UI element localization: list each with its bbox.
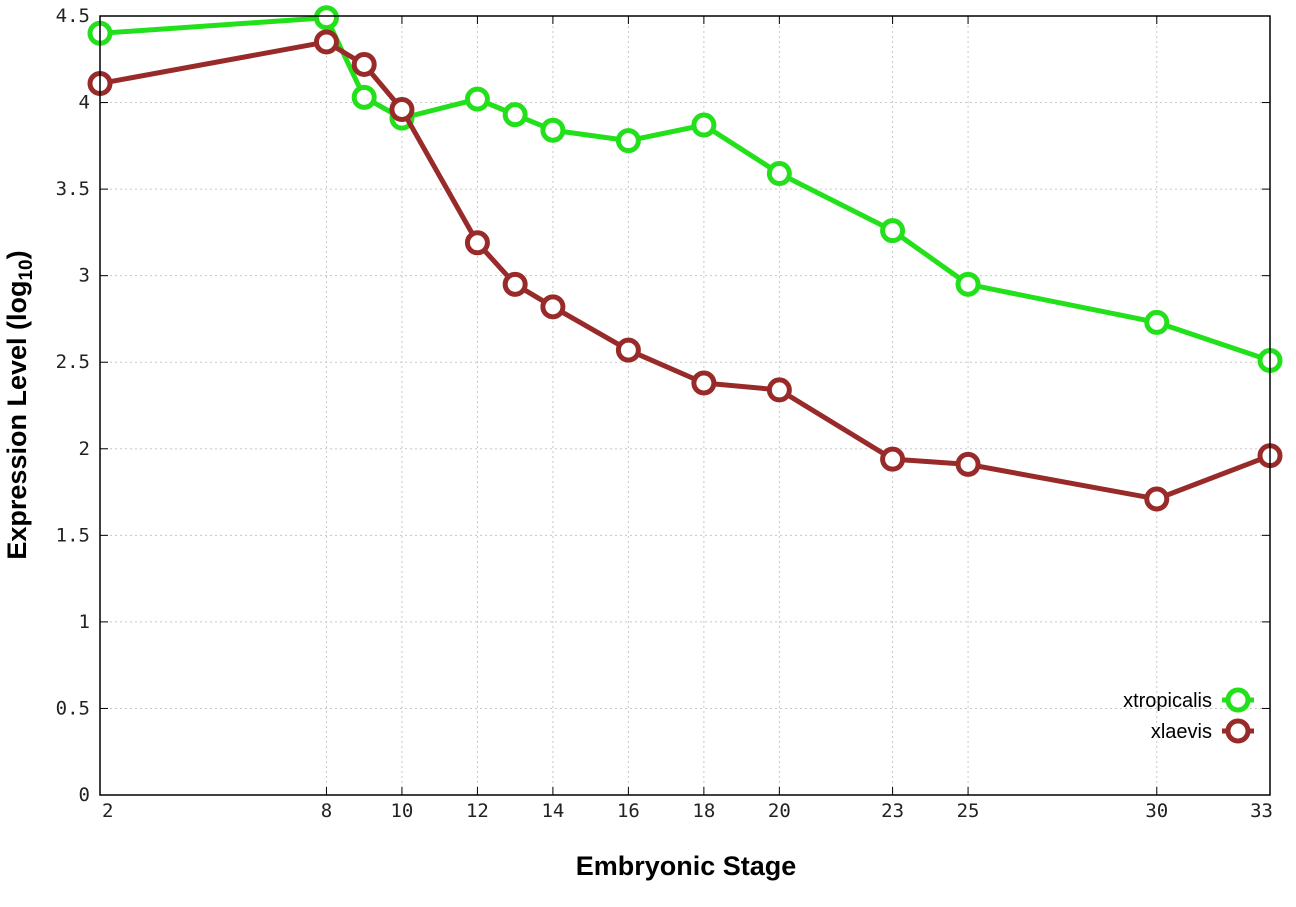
data-point-xlaevis xyxy=(464,230,490,256)
y-tick-label: 0 xyxy=(79,784,90,806)
data-point-xtropicalis xyxy=(880,218,906,244)
x-axis-ticks: 2 8 10 12 14 16 18 20 23 25 30 33 xyxy=(99,16,1273,822)
legend-label-xlaevis: xlaevis xyxy=(1151,721,1212,743)
data-point-xlaevis xyxy=(502,271,528,297)
data-point-xtropicalis xyxy=(615,128,641,154)
legend-label-xtropicalis: xtropicalis xyxy=(1123,690,1212,712)
y-axis-title-subscript: 10 xyxy=(16,259,37,280)
x-axis-title: Embryonic Stage xyxy=(576,851,797,881)
y-tick-label: 2 xyxy=(79,438,90,460)
data-point-xlaevis xyxy=(691,370,717,396)
x-tick-label: 2 xyxy=(102,800,113,822)
x-tick-label: 25 xyxy=(957,800,980,822)
data-point-xlaevis xyxy=(1144,486,1170,512)
data-point-xtropicalis xyxy=(766,161,792,187)
y-tick-label: 2.5 xyxy=(56,351,90,373)
x-tick-label: 16 xyxy=(617,800,640,822)
y-axis-title-close: ) xyxy=(2,250,32,259)
y-tick-label: 0.5 xyxy=(56,697,90,719)
y-axis-title: Expression Level (log10) xyxy=(2,250,37,559)
x-tick-label: 20 xyxy=(768,800,791,822)
series-layer xyxy=(87,5,1283,512)
y-tick-label: 3.5 xyxy=(56,178,90,200)
data-point-xtropicalis xyxy=(351,84,377,110)
x-tick-label: 18 xyxy=(692,800,715,822)
y-tick-label: 1.5 xyxy=(56,524,90,546)
legend-marker-xtropicalis xyxy=(1225,687,1251,713)
series-line-xlaevis xyxy=(99,39,1271,502)
x-tick-label: 23 xyxy=(881,800,904,822)
x-tick-label: 12 xyxy=(466,800,489,822)
y-tick-label: 1 xyxy=(79,611,90,633)
data-point-xlaevis xyxy=(880,446,906,472)
data-point-xtropicalis xyxy=(540,117,566,143)
data-point-xtropicalis xyxy=(502,102,528,128)
data-point-xtropicalis xyxy=(955,271,981,297)
y-tick-label: 3 xyxy=(79,265,90,287)
y-tick-label: 4.5 xyxy=(56,5,90,27)
x-tick-label: 14 xyxy=(541,800,564,822)
series-xlaevis xyxy=(87,29,1283,512)
data-point-xtropicalis xyxy=(313,5,339,31)
data-point-xlaevis xyxy=(313,29,339,55)
plot-frame xyxy=(99,15,1271,796)
x-tick-label: 30 xyxy=(1145,800,1168,822)
y-tick-label: 4 xyxy=(79,92,90,114)
legend-marker-xlaevis xyxy=(1225,718,1251,744)
data-point-xlaevis xyxy=(955,451,981,477)
data-point-xlaevis xyxy=(615,337,641,363)
x-tick-label: 10 xyxy=(390,800,413,822)
data-point-xtropicalis xyxy=(464,86,490,112)
y-axis-ticks: 0 0.5 1 1.5 2 2.5 3 3.5 4 4.5 xyxy=(56,5,1270,806)
data-point-xlaevis xyxy=(540,294,566,320)
x-tick-label: 33 xyxy=(1250,800,1273,822)
data-point-xlaevis xyxy=(351,51,377,77)
x-tick-label: 8 xyxy=(321,800,332,822)
data-point-xtropicalis xyxy=(691,112,717,138)
grid-lines xyxy=(100,16,1270,795)
data-point-xlaevis xyxy=(766,377,792,403)
data-point-xtropicalis xyxy=(1144,309,1170,335)
y-axis-title-main: Expression Level (log xyxy=(2,281,32,560)
legend: xtropicalis xlaevis xyxy=(1123,687,1254,744)
data-point-xlaevis xyxy=(389,96,415,122)
